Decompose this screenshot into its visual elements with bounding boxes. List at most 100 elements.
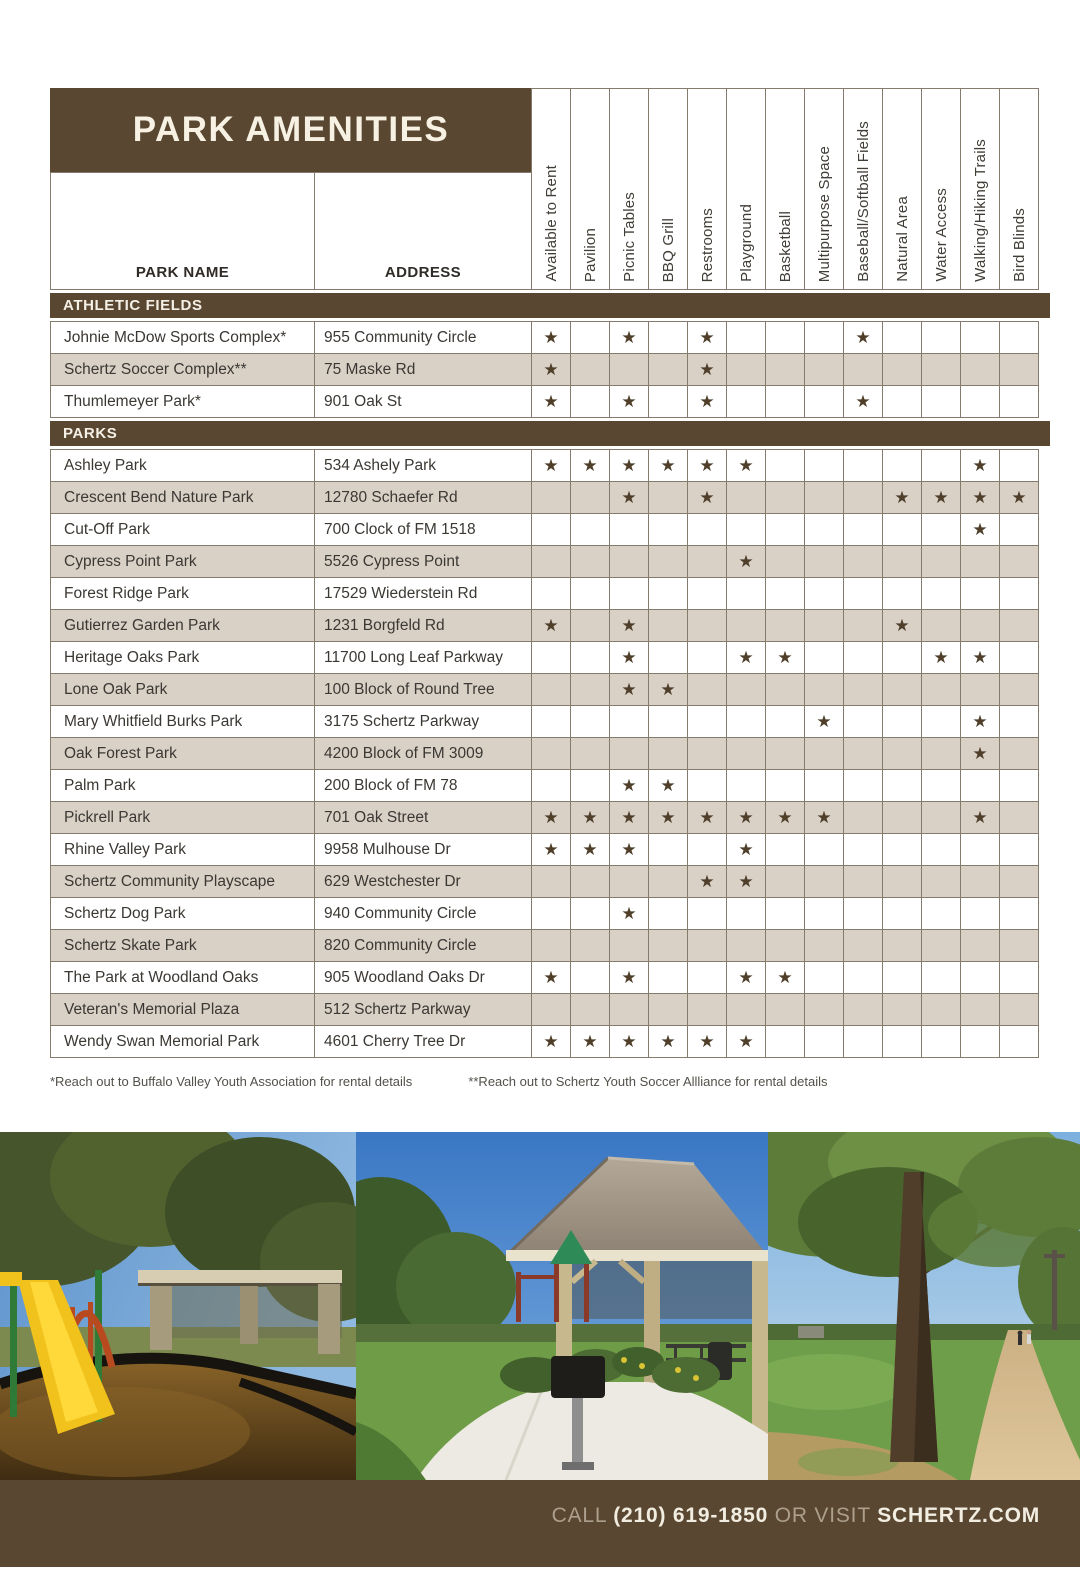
amenity-star-cell xyxy=(882,673,922,706)
amenity-star-cell xyxy=(609,577,649,610)
star-icon: ★ xyxy=(582,456,598,475)
amenity-star-cell xyxy=(570,321,610,354)
amenity-star-cell xyxy=(882,1025,922,1058)
amenity-star-cell xyxy=(570,641,610,674)
table-header-left: PARK AMENITIES PARK NAME ADDRESS xyxy=(50,88,532,290)
park-name-cell: Schertz Dog Park xyxy=(50,897,315,930)
star-icon: ★ xyxy=(660,680,676,699)
amenity-star-cell xyxy=(882,897,922,930)
amenity-star-cell xyxy=(999,545,1039,578)
star-icon: ★ xyxy=(543,360,559,379)
amenity-star-cell xyxy=(843,353,883,386)
star-icon: ★ xyxy=(621,648,637,667)
amenity-star-cell xyxy=(765,513,805,546)
amenity-star-cell: ★ xyxy=(570,833,610,866)
amenity-column-header: Walking/Hiking Trails xyxy=(960,88,1000,290)
star-icon: ★ xyxy=(543,456,559,475)
amenity-star-cell xyxy=(726,481,766,514)
amenity-star-cell xyxy=(726,577,766,610)
amenity-star-cell xyxy=(882,449,922,482)
address-cell: 4601 Cherry Tree Dr xyxy=(314,1025,532,1058)
park-name-cell: Heritage Oaks Park xyxy=(50,641,315,674)
amenity-star-cell xyxy=(648,833,688,866)
footer-call-label: CALL xyxy=(551,1504,614,1527)
amenity-star-cell xyxy=(609,545,649,578)
amenity-star-cell: ★ xyxy=(531,385,571,418)
amenity-star-cell xyxy=(570,545,610,578)
amenity-star-cell xyxy=(804,865,844,898)
amenity-star-cell xyxy=(999,673,1039,706)
park-name-cell: Lone Oak Park xyxy=(50,673,315,706)
amenity-star-cell xyxy=(570,577,610,610)
amenity-star-cell xyxy=(999,801,1039,834)
amenity-star-cell xyxy=(726,769,766,802)
table-row: Veteran's Memorial Plaza 512 Schertz Park… xyxy=(50,993,1050,1026)
amenity-star-cell xyxy=(765,385,805,418)
amenity-star-cell xyxy=(687,513,727,546)
amenity-star-cell xyxy=(999,897,1039,930)
star-icon: ★ xyxy=(582,1032,598,1051)
table-row: Schertz Dog Park 940 Community Circle ★ xyxy=(50,897,1050,930)
address-cell: 17529 Wiederstein Rd xyxy=(314,577,532,610)
amenity-star-cell xyxy=(921,545,961,578)
star-icon: ★ xyxy=(738,872,754,891)
amenity-column-headers: Available to Rent Pavilion Picnic Tables BB… xyxy=(531,88,1039,290)
amenity-star-cell xyxy=(687,993,727,1026)
amenity-star-cell: ★ xyxy=(609,961,649,994)
star-icon: ★ xyxy=(738,648,754,667)
amenity-star-cell: ★ xyxy=(687,1025,727,1058)
amenity-star-cell xyxy=(921,737,961,770)
amenity-star-cell: ★ xyxy=(687,353,727,386)
park-name-cell: Oak Forest Park xyxy=(50,737,315,770)
address-cell: 4200 Block of FM 3009 xyxy=(314,737,532,770)
amenity-star-cell: ★ xyxy=(609,801,649,834)
amenity-star-cell xyxy=(804,1025,844,1058)
park-photos xyxy=(0,1132,1080,1480)
star-icon: ★ xyxy=(621,328,637,347)
star-icon: ★ xyxy=(621,840,637,859)
amenity-star-cell: ★ xyxy=(726,833,766,866)
amenity-star-cell xyxy=(804,609,844,642)
amenity-column-label: Basketball xyxy=(776,210,794,282)
amenity-star-cell xyxy=(531,481,571,514)
star-icon: ★ xyxy=(777,648,793,667)
amenity-star-cell xyxy=(765,897,805,930)
column-header-address: ADDRESS xyxy=(314,172,532,290)
amenity-star-cell xyxy=(921,385,961,418)
amenity-star-cell xyxy=(804,833,844,866)
amenity-star-cell xyxy=(687,769,727,802)
star-icon: ★ xyxy=(933,488,949,507)
amenity-star-cell: ★ xyxy=(531,449,571,482)
park-name-cell: Wendy Swan Memorial Park xyxy=(50,1025,315,1058)
amenity-star-cell xyxy=(570,897,610,930)
amenity-star-cell xyxy=(921,609,961,642)
amenity-star-cell xyxy=(726,897,766,930)
amenity-star-cell xyxy=(843,769,883,802)
amenity-star-cell xyxy=(960,929,1000,962)
amenity-star-cell: ★ xyxy=(843,385,883,418)
star-icon: ★ xyxy=(660,776,676,795)
amenity-star-cell xyxy=(648,577,688,610)
star-icon: ★ xyxy=(621,968,637,987)
amenity-star-cell xyxy=(726,385,766,418)
star-icon: ★ xyxy=(621,776,637,795)
amenity-star-cell xyxy=(531,673,571,706)
amenity-star-cell xyxy=(882,929,922,962)
star-icon: ★ xyxy=(699,808,715,827)
table-row: Mary Whitfield Burks Park 3175 Schertz Pa… xyxy=(50,705,1050,738)
amenity-star-cell xyxy=(648,993,688,1026)
amenity-star-cell xyxy=(570,481,610,514)
amenity-star-cell xyxy=(531,929,571,962)
amenity-star-cell xyxy=(570,513,610,546)
amenity-star-cell xyxy=(882,865,922,898)
amenity-star-cell xyxy=(960,769,1000,802)
amenity-star-cell xyxy=(804,961,844,994)
amenity-star-cell xyxy=(960,1025,1000,1058)
amenity-star-cell xyxy=(765,833,805,866)
amenity-star-cell xyxy=(570,993,610,1026)
amenity-star-cell xyxy=(843,801,883,834)
amenity-star-cell xyxy=(726,609,766,642)
star-icon: ★ xyxy=(660,808,676,827)
address-cell: 5526 Cypress Point xyxy=(314,545,532,578)
star-icon: ★ xyxy=(621,392,637,411)
